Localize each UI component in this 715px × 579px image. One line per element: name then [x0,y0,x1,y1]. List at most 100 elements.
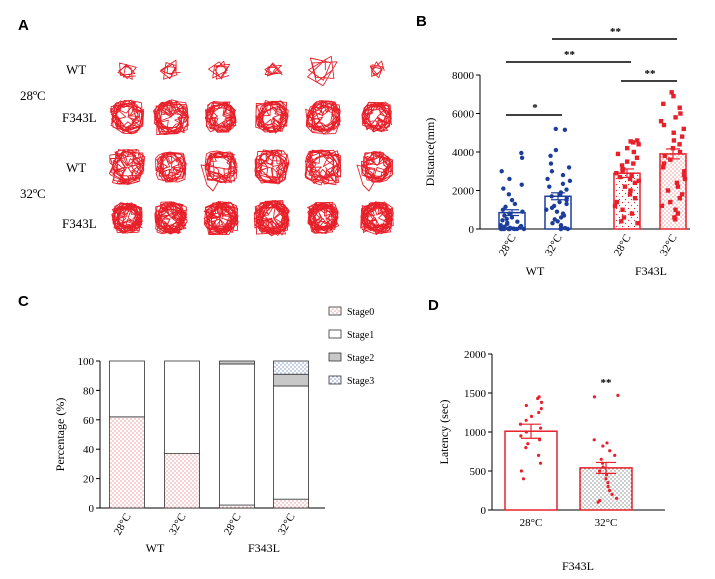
data-point [500,218,505,223]
data-point [627,176,633,182]
data-point [505,221,510,227]
data-point [564,197,569,203]
data-point [671,130,676,135]
data-point [668,157,673,162]
data-point [616,393,620,397]
x-tick-label: 28°C [497,233,519,259]
locomotion-trace [253,199,290,237]
y-tick-label: 2000 [464,349,487,361]
stacked-segment-stage0 [219,504,255,509]
y-tick-label: 40 [83,444,95,456]
data-point [614,199,620,205]
y-tick-label: 4000 [452,147,475,159]
data-point [507,176,512,182]
row-genotype-label: F343L [62,110,97,125]
x-tick-label: 28°C [520,517,543,529]
stacked-segment-stage0 [109,416,145,509]
panel-label-c: C [18,293,29,310]
data-point [682,176,688,182]
stacked-segment-stage3 [273,360,309,375]
y-tick-label: 0 [481,505,487,517]
locomotion-trace [108,148,145,186]
y-tick-label: 500 [470,466,487,478]
locomotion-trace [153,99,190,136]
data-point [678,111,683,116]
data-point [610,492,614,496]
significance-label: * [532,102,538,114]
data-point [553,126,558,132]
data-point [509,215,515,220]
data-point [679,134,685,139]
data-point [548,161,554,166]
locomotion-trace [203,200,239,236]
data-point [519,182,524,187]
data-point [560,172,566,178]
data-point [662,153,667,159]
data-point [520,209,525,214]
data-point [612,203,618,209]
data-point [670,145,676,151]
panel-d-latency-chart: 0 500 1000 1500 2000 Latency (sec) 28°C 32°C ** F… [437,349,665,573]
panel-label-b: B [416,13,427,30]
data-point [601,465,605,469]
locomotion-trace [361,101,393,133]
data-point [624,145,630,151]
data-point [631,149,637,155]
data-point [499,169,504,174]
data-point [682,169,687,174]
stacked-segment-stage0 [164,453,200,509]
y-tick-label: 2000 [452,186,475,198]
data-point [554,209,560,214]
bar [504,430,558,511]
data-point [537,410,541,415]
data-point [519,469,524,473]
data-point [606,481,610,485]
data-point [608,449,612,453]
data-point [621,215,627,220]
x-tick-label: 32°C [658,233,680,259]
data-point [605,473,609,477]
data-point [632,196,638,201]
x-tick-label: 32°C [167,512,189,538]
data-point [524,403,528,408]
data-point [548,153,553,159]
trace-grid [108,55,394,237]
data-point [549,194,554,199]
stacked-segment-stage1 [219,363,255,506]
legend-label: Stage0 [347,307,374,318]
data-point [504,216,509,222]
locomotion-trace [200,150,238,192]
data-point [564,187,569,192]
data-point [620,207,625,212]
locomotion-trace [307,55,338,87]
locomotion-trace [254,149,290,185]
panel-label-a: A [18,17,29,34]
data-point [628,139,633,144]
data-point [596,500,600,504]
y-tick-label: 6000 [452,109,475,121]
data-point [617,174,622,180]
data-point [562,127,568,133]
panel-label-d: D [428,297,439,314]
data-point [634,155,640,160]
x-tick-label: 28°C [112,512,134,538]
legend-swatch [328,375,342,385]
data-point [668,199,673,205]
data-point [627,192,633,197]
legend-swatch [328,329,342,339]
y-tick-label: 0 [89,503,95,515]
locomotion-trace [360,201,394,235]
group-label: WT [526,264,545,278]
y-axis-label: Distance(mm) [423,118,437,187]
locomotion-trace [356,151,394,192]
data-point [677,149,683,155]
data-point [622,184,628,189]
y-tick-label: 1000 [464,427,487,439]
group-label: WT [146,541,165,555]
data-point [661,161,667,166]
data-point [560,181,566,186]
data-point [524,418,528,422]
data-point [675,211,681,216]
data-point [673,115,678,120]
